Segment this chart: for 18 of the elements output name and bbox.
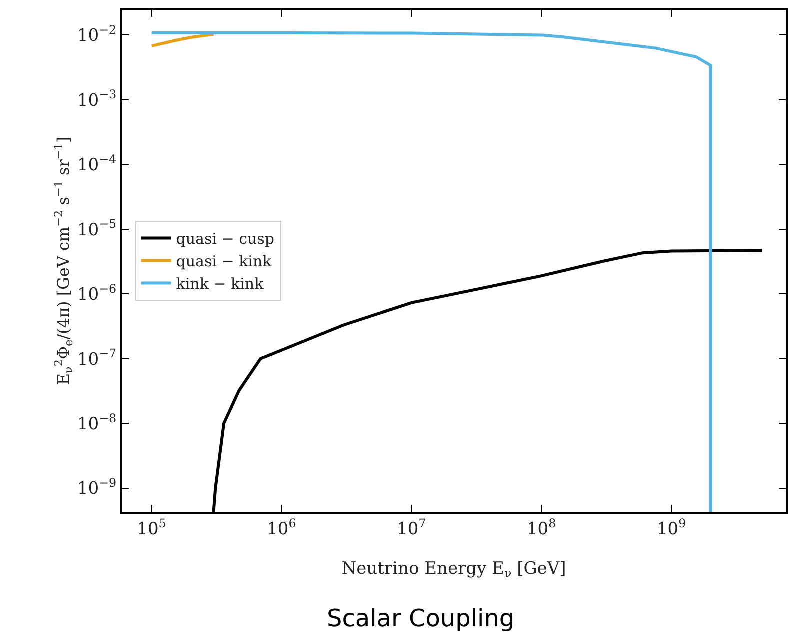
text: Scalar Coupling <box>326 604 515 632</box>
y-tick-label: 10$^{−9}$ <box>77 476 117 500</box>
y-tick-label: 10$^{−3}$ <box>77 88 117 111</box>
x-tick-label: 10$^{7}$ <box>397 516 426 540</box>
x-tick-label: 10$^{5}$ <box>137 516 166 540</box>
y-tick-label: 10$^{−4}$ <box>77 152 117 176</box>
y-tick-label: 10$^{−6}$ <box>77 282 117 306</box>
x-tick-label: 10$^{6}$ <box>267 516 296 540</box>
y-tick-label: 10$^{−5}$ <box>77 217 117 240</box>
legend-label: quasi − kink <box>176 252 273 271</box>
y-tick-label: 10$^{−8}$ <box>77 411 117 434</box>
x-tick-label: 10$^{8}$ <box>526 516 556 540</box>
y-tick-label: 10$^{−2}$ <box>77 23 117 46</box>
legend-label: quasi − cusp <box>176 230 274 248</box>
y-tick-label: 10$^{−7}$ <box>77 346 117 370</box>
legend-label: kink − kink <box>176 275 265 294</box>
x-axis-title: Neutrino Energy E$_{ν}$ [GeV] <box>342 559 566 581</box>
x-tick-label: 10$^{9}$ <box>656 516 686 540</box>
